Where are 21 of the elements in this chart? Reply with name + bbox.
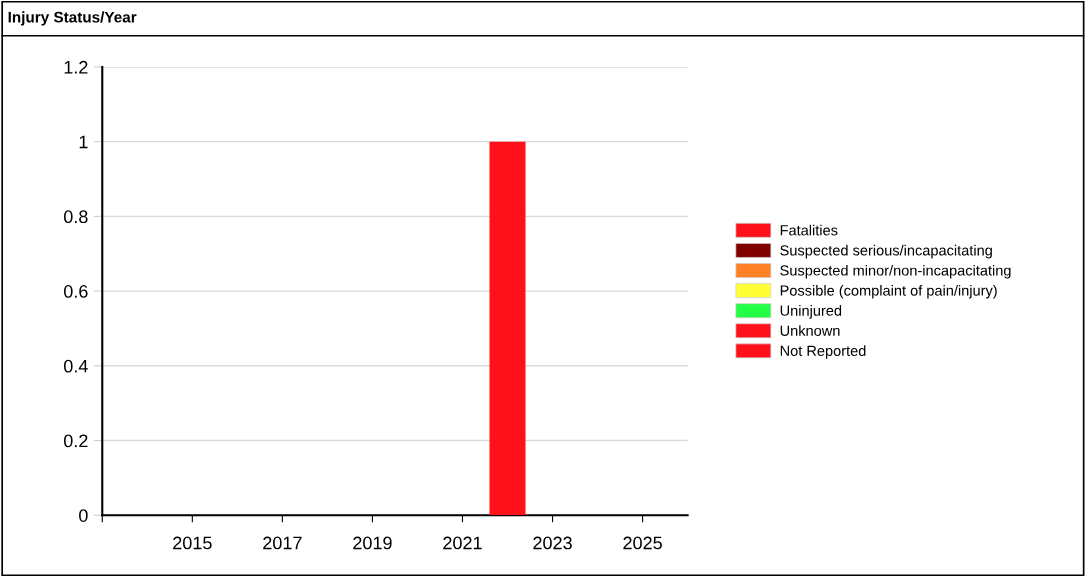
y-tick-label: 0.2 [63, 434, 88, 448]
legend-label: Unknown [780, 325, 840, 336]
chart-title: Injury Status/Year [8, 11, 137, 26]
x-tick-label: 2023 [533, 536, 572, 550]
y-tick-label: 1 [79, 135, 88, 149]
y-tick-label: 0.6 [63, 285, 88, 298]
legend-label: Suspected serious/incapacitating [780, 244, 992, 259]
legend-label: Not Reported [780, 345, 866, 359]
legend-label: Possible (complaint of pain/injury) [780, 284, 997, 299]
legend-label: Suspected minor/non-incapacitating [780, 264, 1011, 279]
y-tick-label: 0.4 [63, 359, 88, 373]
x-tick-label: 2025 [623, 536, 662, 550]
legend-label: Uninjured [780, 305, 842, 319]
x-tick-label: 2017 [263, 536, 302, 550]
y-tick-label: 0.8 [63, 210, 88, 224]
y-tick-label: 1.2 [64, 60, 88, 74]
x-tick-label: 2021 [443, 536, 482, 550]
x-tick-label: 2019 [353, 536, 392, 550]
y-tick-label: 0 [79, 509, 88, 522]
x-tick-label: 2015 [173, 536, 212, 550]
legend-label: Fatalities [780, 224, 838, 236]
